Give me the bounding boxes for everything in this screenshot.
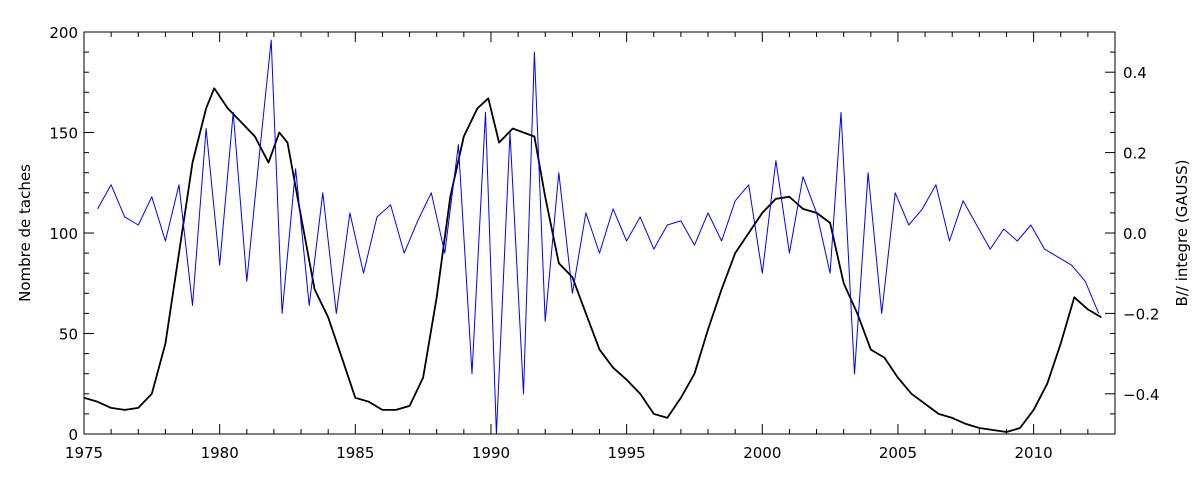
y2-tick-label: −0.4 [1123, 386, 1159, 404]
y-tick-label: 0 [68, 426, 78, 444]
x-axis-ticks: 1975 1980 1985 1990 1995 2000 2005 2010 [65, 32, 1116, 462]
x-tick-label: 1985 [336, 444, 374, 462]
y2-axis-ticks: −0.4 −0.2 0.0 0.2 0.4 [1105, 31, 1159, 435]
y-tick-label: 100 [49, 225, 78, 243]
x-tick-label: 2010 [1015, 444, 1053, 462]
y-tick-label: 150 [49, 125, 78, 143]
x-tick-label: 1980 [201, 444, 239, 462]
plot-frame [83, 31, 1116, 435]
b-field-series-line [97, 39, 1100, 435]
y2-tick-label: −0.2 [1123, 305, 1159, 323]
y2-tick-label: 0.0 [1123, 225, 1147, 243]
series-layer [83, 39, 1102, 435]
y2-tick-label: 0.4 [1123, 64, 1147, 82]
y-axis-title: Nombre de taches [16, 164, 34, 302]
y-tick-label: 200 [49, 24, 78, 42]
y2-tick-label: 0.2 [1123, 145, 1147, 163]
x-tick-label: 1990 [472, 444, 510, 462]
y2-axis-title: B// integre (GAUSS) [1173, 160, 1191, 307]
y-tick-label: 50 [59, 326, 78, 344]
x-tick-label: 2005 [879, 444, 917, 462]
x-tick-label: 1975 [65, 444, 103, 462]
sunspot-series-line [83, 87, 1102, 433]
y-axis-ticks: 0 50 100 150 200 [49, 24, 94, 444]
x-tick-label: 2000 [743, 444, 781, 462]
x-tick-label: 1995 [608, 444, 646, 462]
